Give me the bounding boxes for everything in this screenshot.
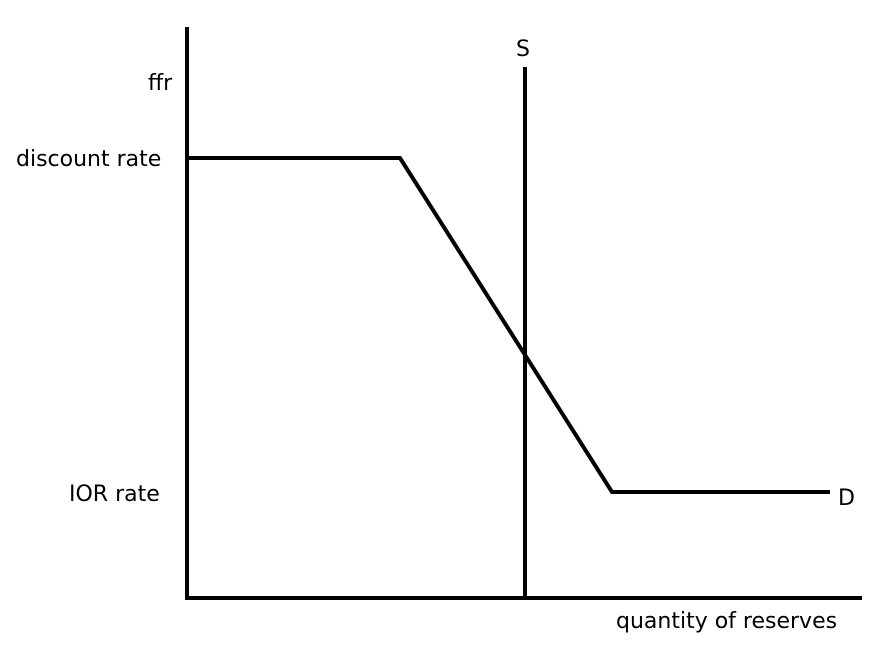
demand-curve xyxy=(187,156,830,494)
upper-rate-label: discount rate xyxy=(16,147,161,172)
y-axis-label: ffr xyxy=(148,71,173,96)
supply-label: S xyxy=(516,37,530,62)
x-axis-label: quantity of reserves xyxy=(616,609,837,634)
demand-label: D xyxy=(838,486,855,511)
lower-rate-label: IOR rate xyxy=(69,482,160,507)
